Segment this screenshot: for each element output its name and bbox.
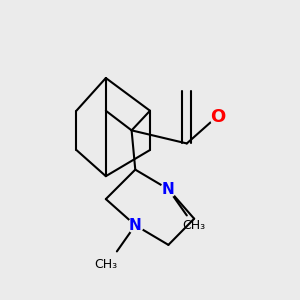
Text: N: N (162, 182, 175, 197)
Text: O: O (211, 108, 226, 126)
Text: CH₃: CH₃ (183, 219, 206, 232)
Text: N: N (129, 218, 142, 233)
Text: CH₃: CH₃ (94, 258, 117, 271)
